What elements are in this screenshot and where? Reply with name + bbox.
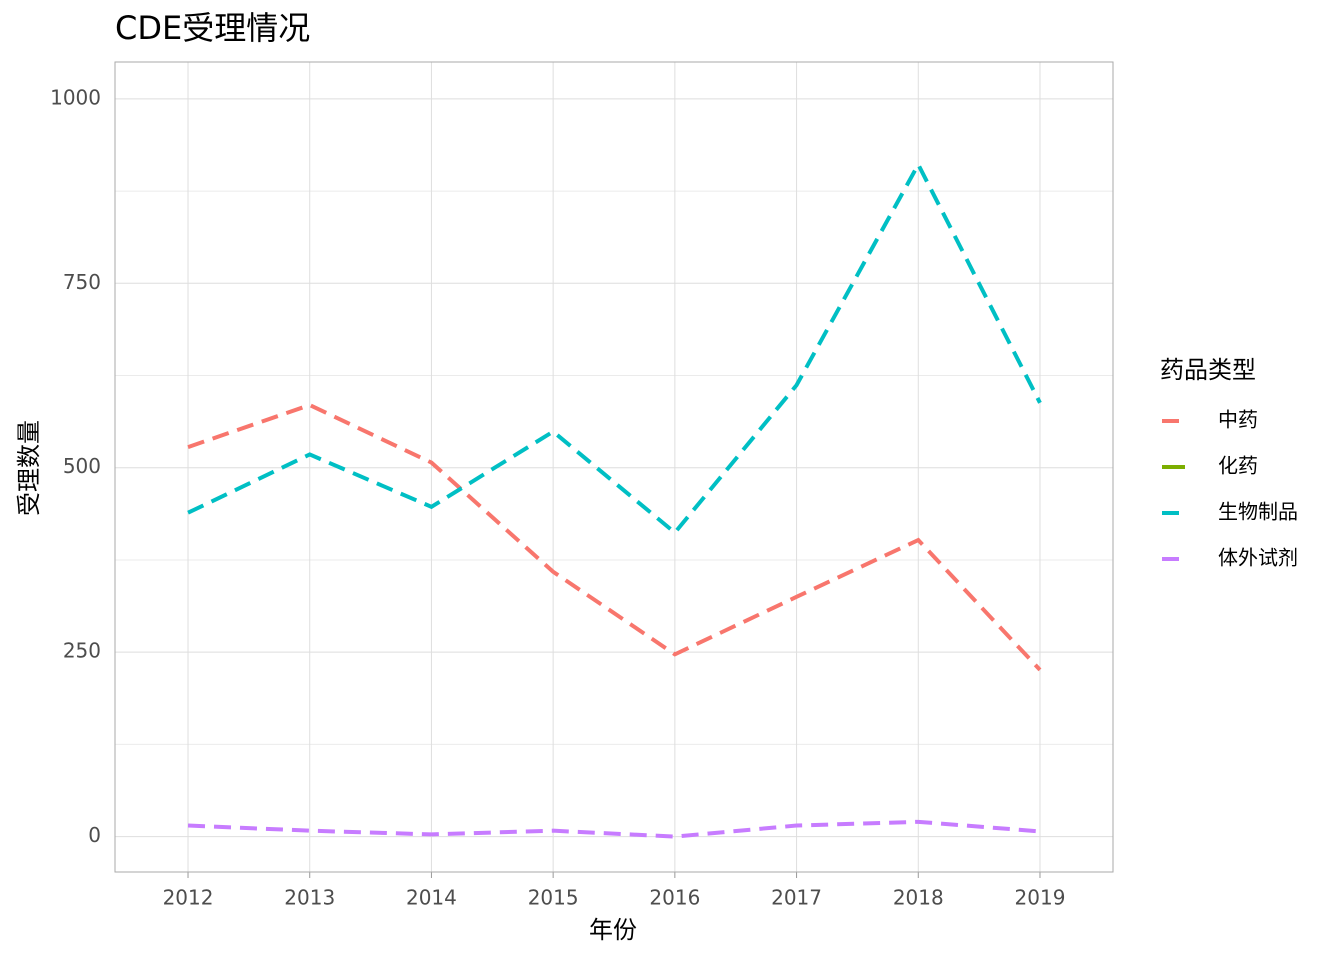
plot-border bbox=[114, 61, 1114, 873]
legend-title: 药品类型 bbox=[1160, 356, 1256, 384]
x-tick-label: 2016 bbox=[649, 886, 700, 910]
legend-label: 化药 bbox=[1218, 454, 1258, 478]
x-tick-label: 2014 bbox=[406, 886, 457, 910]
legend-label: 生物制品 bbox=[1218, 500, 1298, 524]
y-tick-label: 0 bbox=[88, 823, 101, 847]
chart-title: CDE受理情况 bbox=[115, 9, 310, 47]
y-tick-label: 500 bbox=[63, 454, 101, 478]
y-tick-label: 1000 bbox=[50, 85, 101, 109]
x-tick-label: 2017 bbox=[771, 886, 822, 910]
y-axis-label: 受理数量 bbox=[15, 420, 43, 516]
y-tick-label: 750 bbox=[63, 270, 101, 294]
x-tick-label: 2018 bbox=[893, 886, 944, 910]
data-line bbox=[187, 402, 1042, 672]
data-line bbox=[187, 160, 1042, 536]
x-tick-label: 2012 bbox=[163, 886, 214, 910]
x-tick-label: 2019 bbox=[1015, 886, 1066, 910]
legend-label: 中药 bbox=[1218, 408, 1258, 432]
x-tick-label: 2015 bbox=[528, 886, 579, 910]
data-line bbox=[187, 819, 1041, 839]
legend-label: 体外试剂 bbox=[1218, 546, 1298, 570]
x-axis-label: 年份 bbox=[589, 916, 637, 944]
y-tick-label: 250 bbox=[63, 639, 101, 663]
x-tick-label: 2013 bbox=[284, 886, 335, 910]
